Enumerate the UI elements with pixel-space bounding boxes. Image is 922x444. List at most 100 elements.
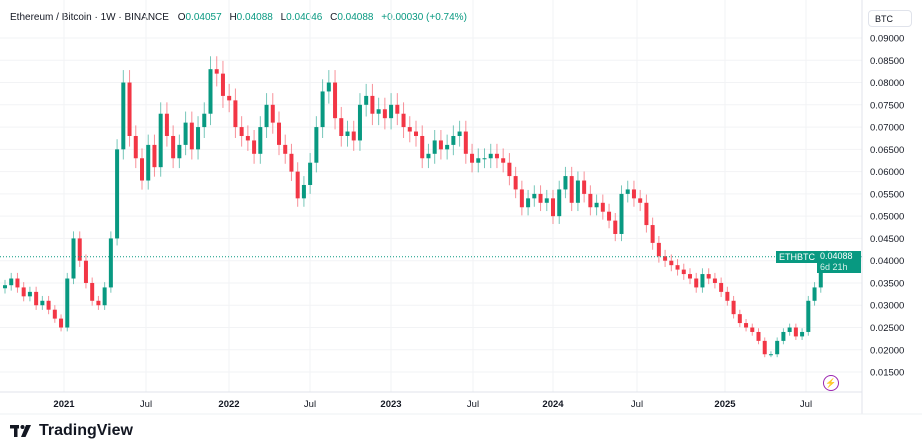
candle	[470, 143, 475, 173]
price-axis[interactable]: 0.09000 0.08500 0.08000 0.07500 0.07000 0.065…	[870, 34, 904, 379]
candle-body	[513, 176, 518, 190]
candle-body	[594, 202, 599, 208]
time-axis[interactable]: 2021 Jul 2022 Jul 2023 Jul 2024 Jul 2025 Jul	[53, 399, 812, 410]
candle-body	[52, 309, 57, 319]
price-tick-label: 0.07000	[870, 123, 904, 134]
candle	[27, 286, 32, 302]
candle-body	[164, 113, 169, 136]
candle	[59, 314, 64, 332]
candle-body	[326, 82, 331, 92]
open-label: O	[177, 12, 186, 23]
candle	[451, 125, 456, 156]
candle	[438, 129, 443, 160]
price-chart[interactable]: 0.09000 0.08500 0.08000 0.07500 0.07000 0.065…	[0, 0, 922, 420]
candle-body	[258, 127, 263, 154]
candle-body	[569, 176, 574, 203]
candle-body	[220, 73, 225, 96]
candle	[270, 93, 275, 134]
candle	[252, 129, 257, 164]
candle	[519, 180, 524, 216]
candle-body	[189, 122, 194, 150]
candle	[183, 111, 188, 156]
candle	[744, 319, 749, 332]
candle-body	[638, 198, 643, 203]
time-tick-label: 2025	[714, 399, 736, 410]
candle	[650, 217, 655, 250]
candle	[731, 295, 736, 319]
candle-body	[551, 198, 555, 217]
candle	[482, 148, 487, 169]
candle	[9, 272, 14, 291]
candle	[314, 116, 319, 173]
candle-body	[90, 282, 95, 301]
candle	[488, 143, 493, 169]
candle-body	[146, 144, 151, 181]
candle-body	[463, 131, 468, 154]
candle-body	[233, 100, 238, 128]
candle	[507, 153, 512, 186]
candle-body	[295, 171, 300, 199]
lightning-bolt-icon[interactable]: ⚡	[823, 375, 839, 391]
candle-body	[706, 274, 711, 279]
candle-body	[488, 153, 493, 159]
candle	[115, 139, 120, 246]
candle	[750, 323, 755, 336]
candle	[575, 171, 580, 212]
candle-body	[438, 140, 443, 150]
candle	[432, 129, 437, 164]
candle	[258, 116, 263, 164]
candle	[277, 111, 281, 156]
candle-body	[15, 278, 20, 288]
candle	[389, 93, 394, 130]
candle-body	[719, 282, 724, 292]
candle	[339, 106, 344, 147]
candle	[762, 337, 767, 358]
candle	[694, 272, 699, 293]
candle-body	[656, 242, 661, 257]
candle	[712, 272, 717, 289]
candle-body	[108, 238, 113, 288]
candle-body	[183, 122, 188, 145]
candle-body	[631, 189, 636, 199]
candle-body	[688, 274, 692, 279]
candle-body	[314, 127, 319, 163]
candle-body	[600, 202, 605, 212]
candle-body	[432, 140, 437, 154]
candle	[164, 102, 169, 147]
price-tick-label: 0.06500	[870, 145, 904, 156]
candle	[582, 171, 587, 203]
candle-body	[71, 238, 76, 279]
candle-body	[532, 193, 537, 199]
candle	[719, 277, 724, 298]
candle-body	[127, 82, 132, 136]
candle-body	[613, 220, 618, 234]
candle	[532, 185, 537, 207]
candle-body	[121, 82, 126, 150]
candle-body	[308, 162, 313, 185]
currency-unit-button[interactable]: BTC	[868, 10, 912, 27]
candle	[52, 305, 57, 323]
candle	[326, 70, 331, 104]
candle	[426, 143, 431, 169]
candle-body	[768, 354, 773, 356]
candle-body	[196, 127, 201, 150]
price-tick-label: 0.04000	[870, 256, 904, 267]
candle	[675, 259, 680, 276]
candle	[77, 231, 82, 267]
candle-body	[501, 158, 506, 163]
candle-body	[457, 131, 462, 136]
candle-body	[712, 278, 717, 283]
candle-body	[77, 238, 82, 261]
symbol-title[interactable]: Ethereum / Bitcoin · 1W · BINANCE	[10, 12, 169, 23]
candle-body	[650, 225, 655, 243]
candle-body	[351, 131, 356, 141]
candle	[414, 120, 418, 147]
candle	[538, 185, 543, 212]
candle-body	[806, 300, 811, 332]
candle	[295, 162, 300, 207]
candle	[775, 337, 780, 358]
candle	[382, 97, 387, 130]
candle	[214, 56, 219, 87]
candle	[152, 134, 157, 177]
candle	[600, 194, 605, 220]
